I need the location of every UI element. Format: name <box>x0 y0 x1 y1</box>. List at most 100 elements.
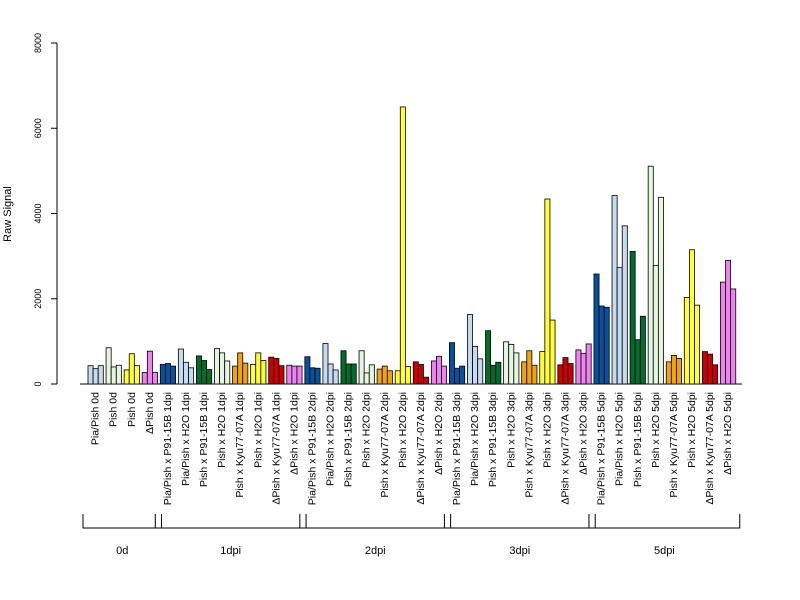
bar <box>521 361 528 385</box>
bar <box>707 353 713 385</box>
group-brackets: 0d 1dpi 2dpi 3dpi 5dpi <box>82 514 741 557</box>
category-label: Pish x H2O 2dpi <box>397 392 409 468</box>
bar <box>621 225 628 385</box>
bar <box>214 348 220 385</box>
bar <box>376 368 383 385</box>
bar <box>314 367 321 385</box>
bar <box>170 365 176 385</box>
bar <box>358 350 365 385</box>
bar <box>340 350 347 385</box>
bar <box>206 369 213 385</box>
bar <box>110 366 117 385</box>
bar <box>441 365 448 385</box>
group-bracket <box>82 514 163 529</box>
bar <box>647 165 654 385</box>
category-label: Pish x Kyu77-07A 3dpi <box>523 392 535 498</box>
bars <box>80 106 742 385</box>
bar <box>399 106 406 385</box>
bar <box>725 259 732 385</box>
bar <box>490 364 497 385</box>
bar <box>304 356 311 385</box>
category-label: Pish x H2O 5dpi <box>686 392 698 468</box>
bar <box>146 350 153 385</box>
y-tick-label: 4000 <box>33 203 43 223</box>
bar <box>526 350 533 385</box>
bar <box>549 319 556 385</box>
bar <box>188 367 195 385</box>
group-bracket <box>443 514 596 529</box>
bar <box>219 352 226 385</box>
bar <box>309 367 316 385</box>
bar <box>322 343 329 385</box>
category-label: ΔPish x H2O 5dpi <box>722 392 734 475</box>
bar <box>381 365 388 385</box>
bar <box>105 347 112 385</box>
category-label: Pish x H2O 3dpi <box>505 392 517 468</box>
category-label: Pish x H2O 1dpi <box>252 392 264 468</box>
bar <box>593 273 600 385</box>
group-bracket <box>154 514 307 529</box>
bar <box>237 352 244 385</box>
category-label: Pia/Pish x H2O 3dpi <box>469 392 481 486</box>
category-label: Pia/Pish x P91-15B 5dpi <box>596 392 608 505</box>
category-label: ΔPish x Kyu77-07A 5dpi <box>704 392 716 505</box>
bar <box>603 306 610 385</box>
y-tick-label: 0 <box>33 381 43 386</box>
group-bracket <box>299 514 452 529</box>
bar <box>712 364 719 385</box>
category-label: ΔPish x Kyu77-07A 2dpi <box>415 392 427 505</box>
category-label: Pia/Pish x P91-15B 1dpi <box>162 392 174 505</box>
y-tick-label: 8000 <box>33 33 43 53</box>
bar <box>255 352 262 385</box>
bar <box>567 363 574 385</box>
bar <box>652 265 659 385</box>
bar <box>598 305 605 385</box>
bar <box>448 342 455 385</box>
bar <box>123 369 130 385</box>
bar <box>508 343 515 385</box>
category-label: ΔPish x H2O 2dpi <box>433 392 445 475</box>
category-label: Pish x P91-15B 1dpi <box>198 392 210 487</box>
bar <box>503 341 510 385</box>
bar <box>224 360 231 385</box>
category-label: ΔPish x Kyu77-07A 1dpi <box>270 392 282 505</box>
category-label: ΔPish x H2O 1dpi <box>288 392 300 475</box>
bar <box>152 372 158 385</box>
bar <box>260 360 267 385</box>
bar <box>345 363 352 385</box>
category-label: Pia/Pish x H2O 1dpi <box>180 392 192 486</box>
group-label: 2dpi <box>365 545 386 557</box>
category-label: Pish x Kyu77-07A 1dpi <box>234 392 246 498</box>
category-label: Pish x Kyu77-07A 5dpi <box>668 392 680 498</box>
bar <box>544 198 551 385</box>
category-label: Pish x H2O 3dpi <box>541 392 553 468</box>
bar <box>291 365 298 385</box>
bar <box>531 364 538 385</box>
group-label: 3dpi <box>509 545 530 557</box>
bar <box>92 368 99 385</box>
category-label: Pish x H2O 2dpi <box>361 392 373 468</box>
bar <box>720 281 726 385</box>
bar <box>459 365 466 385</box>
bar <box>242 362 249 385</box>
bar <box>676 358 682 385</box>
y-tick-label: 6000 <box>33 118 43 138</box>
bar <box>495 361 502 385</box>
bar <box>580 352 587 385</box>
bar <box>363 372 370 385</box>
bar <box>268 356 275 385</box>
category-label: ΔPish x H2O 3dpi <box>578 392 590 475</box>
bar <box>404 366 411 385</box>
category-label: Pish 0d <box>108 392 120 427</box>
bar <box>557 364 564 385</box>
group-label: 1dpi <box>220 545 241 557</box>
bar <box>141 372 148 385</box>
bar <box>232 365 239 385</box>
bar <box>183 361 189 385</box>
bar <box>386 370 393 385</box>
bar <box>332 369 339 385</box>
y-tick-label: 2000 <box>33 289 43 309</box>
bar <box>417 363 424 385</box>
bar <box>639 315 646 385</box>
